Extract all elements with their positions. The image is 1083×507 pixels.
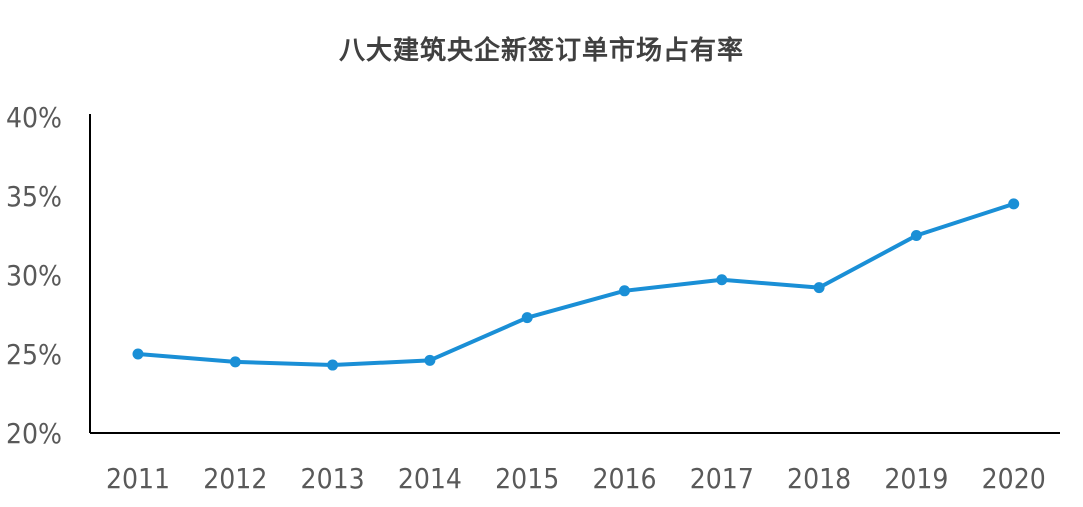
data-point xyxy=(229,356,241,368)
data-point xyxy=(521,312,533,324)
x-tick-label: 2016 xyxy=(592,462,656,495)
x-tick-label: 2011 xyxy=(106,462,170,495)
data-point xyxy=(424,354,436,366)
data-point xyxy=(132,348,144,360)
x-tick-label: 2020 xyxy=(982,462,1046,495)
data-point xyxy=(813,282,825,294)
x-tick-label: 2014 xyxy=(398,462,462,495)
chart-title: 八大建筑央企新签订单市场占有率 xyxy=(338,36,744,66)
x-tick-label: 2019 xyxy=(884,462,948,495)
data-point xyxy=(716,274,728,286)
x-tick-label: 2015 xyxy=(495,462,559,495)
y-tick-label: 25% xyxy=(6,338,62,371)
x-tick-label: 2013 xyxy=(301,462,365,495)
data-point xyxy=(1008,198,1020,210)
data-point xyxy=(619,285,630,297)
y-tick-label: 35% xyxy=(6,180,62,213)
y-tick-label: 20% xyxy=(6,417,62,450)
y-tick-label: 40% xyxy=(6,101,62,134)
x-tick-label: 2018 xyxy=(787,462,851,495)
data-point xyxy=(327,359,339,371)
x-tick-label: 2012 xyxy=(203,462,267,495)
y-tick-label: 30% xyxy=(6,259,62,292)
series-line xyxy=(136,201,1016,368)
data-point xyxy=(910,230,922,241)
x-tick-label: 2017 xyxy=(690,462,754,495)
